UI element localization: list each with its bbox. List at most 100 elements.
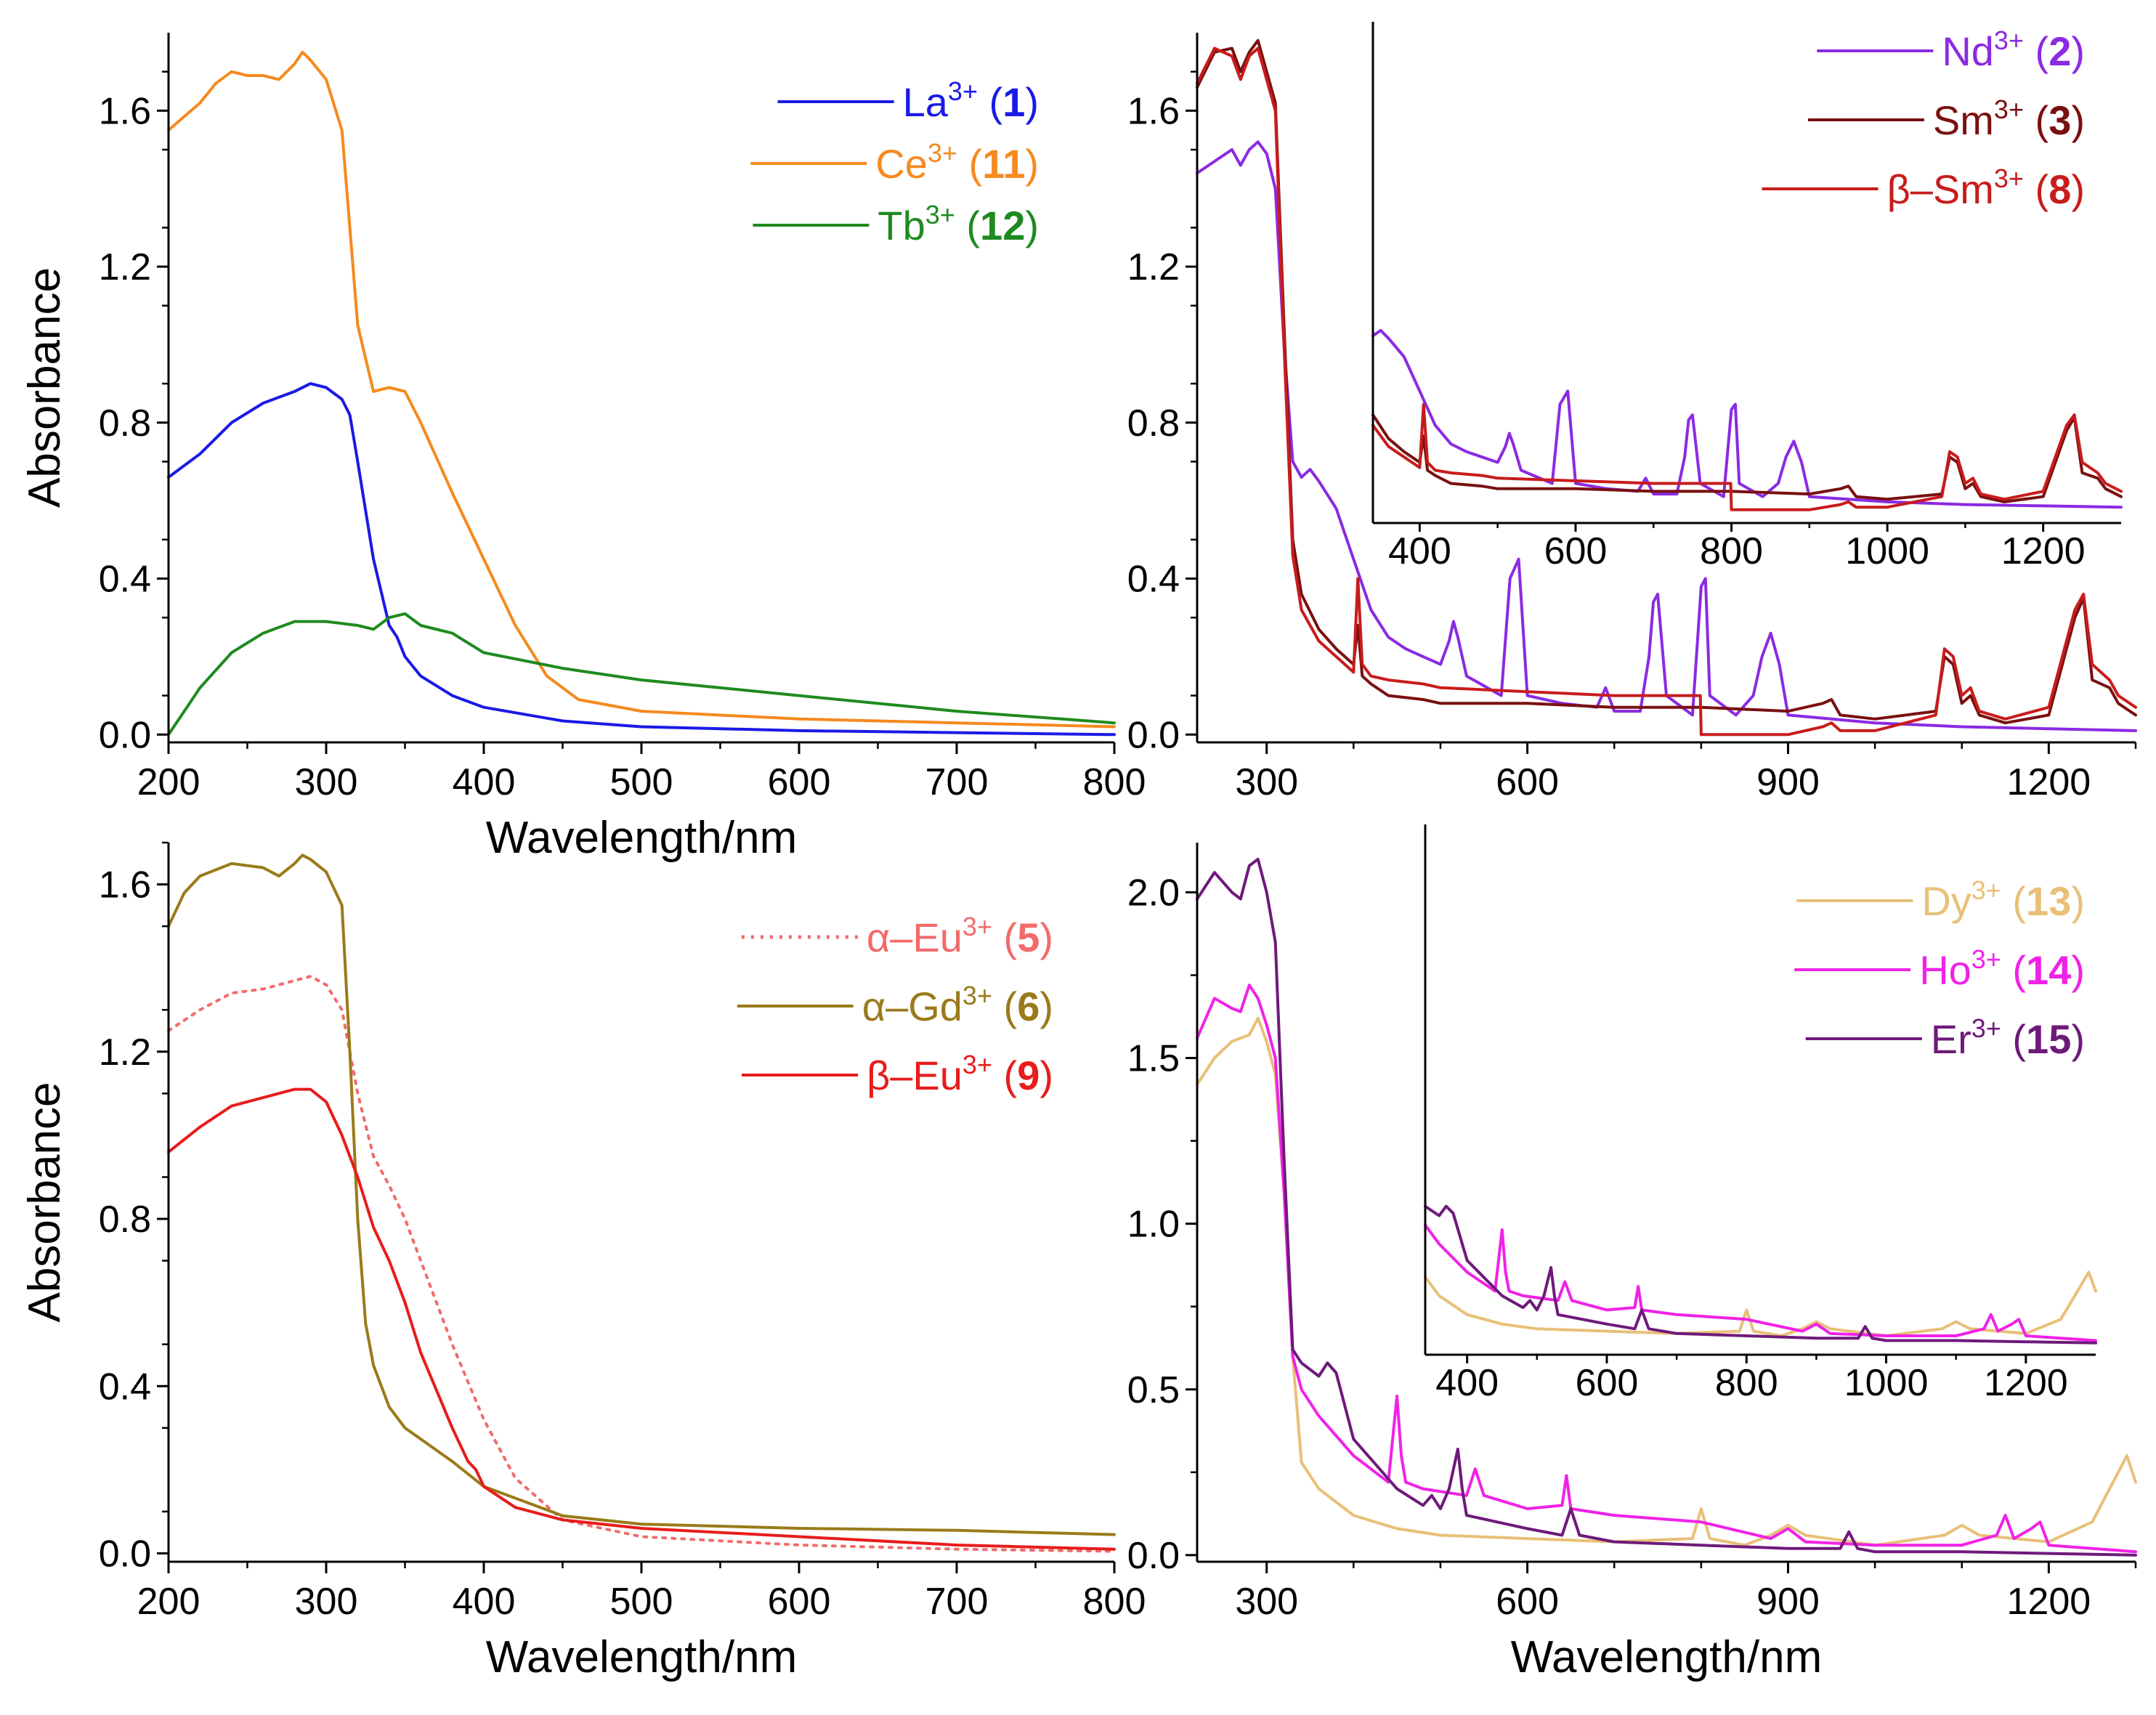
series-line-sm-8: [1196, 46, 2137, 737]
inset-x-tick-label: 1200: [1984, 1362, 2068, 1404]
x-tick-label: 800: [1083, 1581, 1146, 1623]
x-tick-label: 600: [1496, 761, 1559, 803]
legend-label: La3+ (1): [903, 76, 1039, 125]
y-tick-label: 0.0: [99, 714, 151, 756]
inset-series-line-ho-14: [1424, 1223, 2097, 1342]
legend-label: β–Sm3+ (8): [1887, 163, 2085, 212]
series-line-eu-9: [167, 1087, 1116, 1551]
y-tick-label: 0.0: [1127, 1535, 1180, 1577]
x-tick-label: 700: [925, 1581, 989, 1623]
curves-bottom-left: [167, 854, 1116, 1553]
y-tick-label: 1.6: [99, 90, 151, 132]
x-tick-label: 500: [610, 761, 673, 803]
x-tick-label: 300: [295, 761, 358, 803]
x-axis-title: Wavelength/nm: [486, 1632, 797, 1682]
curves-bottom-right: [1196, 857, 2137, 1557]
y-tick-label: 1.5: [1127, 1038, 1180, 1080]
y-tick-label: 0.4: [1127, 559, 1180, 601]
x-tick-label: 200: [137, 1581, 200, 1623]
series-line-ho-14: [1196, 984, 2137, 1554]
x-tick-label: 300: [295, 1581, 358, 1623]
legend-label: α–Gd3+ (6): [862, 981, 1053, 1029]
legend-bottom-right: Dy3+ (13) Ho3+ (14) Er3+ (15): [1794, 875, 2085, 1062]
series-line-gd-6: [167, 854, 1116, 1536]
series-line-dy-13: [1196, 1016, 2137, 1547]
y-tick-label: 0.0: [99, 1533, 151, 1575]
series-line-la-1: [167, 382, 1116, 737]
inset-series-line-dy-13: [1424, 1270, 2097, 1337]
y-tick-label: 0.8: [99, 1199, 151, 1241]
series-line-ce-11: [167, 50, 1116, 729]
inset-series-line-er-15: [1424, 1204, 2097, 1345]
inset-x-tick-label: 1000: [1844, 1362, 1929, 1404]
inset-series-line-sm-3: [1371, 413, 2123, 503]
y-tick-label: 0.5: [1127, 1369, 1180, 1411]
y-axis-title: Absorbance: [20, 267, 70, 508]
y-tick-label: 0.8: [99, 402, 151, 445]
x-tick-label: 700: [925, 761, 989, 803]
legend-label: Ce3+ (11): [875, 138, 1039, 187]
legend-label: Ho3+ (14): [1919, 944, 2085, 993]
y-axis-title: Absorbance: [20, 1082, 70, 1323]
legend-label: β–Eu3+ (9): [867, 1050, 1053, 1098]
inset-bottom-right: 400 600 800 1000 1200: [1424, 824, 2097, 1404]
inset-x-tick-label: 600: [1576, 1362, 1639, 1404]
legend-label: Sm3+ (3): [1933, 94, 2085, 143]
y-tick-label: 1.6: [1127, 90, 1180, 132]
legend-bottom-left: α–Eu3+ (5) α–Gd3+ (6) β–Eu3+ (9): [737, 912, 1053, 1098]
curves-top-left: [167, 50, 1116, 737]
inset-x-tick-label: 400: [1388, 530, 1451, 572]
y-tick-label: 0.4: [99, 1366, 151, 1408]
x-tick-label: 500: [610, 1581, 673, 1623]
legend-label: Dy3+ (13): [1921, 875, 2085, 924]
x-tick-label: 800: [1083, 761, 1146, 803]
legend-label: α–Eu3+ (5): [867, 912, 1053, 960]
x-tick-label: 200: [137, 761, 200, 803]
legend-top-left: La3+ (1) Ce3+ (11) Tb3+ (12): [750, 76, 1039, 248]
inset-x-tick-label: 1200: [2001, 530, 2086, 572]
inset-series-line-sm-8: [1371, 402, 2123, 511]
series-line-nd-2: [1196, 140, 2137, 732]
y-tick-label: 1.6: [99, 864, 151, 907]
series-line-eu-5: [167, 975, 1116, 1553]
panel-top-left: 200 300 400 500 600 700 800 0.0 0.4 0.8 1.2 1.6 Abso…: [20, 33, 1146, 863]
panel-top-right: 300 600 900 1200 0.0 0.4 0.8 1.2 1.6 400 600 800 100…: [1127, 22, 2137, 803]
inset-x-tick-label: 400: [1435, 1362, 1499, 1404]
legend-label: Er3+ (15): [1931, 1013, 2085, 1062]
panel-bottom-left: 200 300 400 500 600 700 800 0.0 0.4 0.8 1.2 1.6 Abso…: [20, 841, 1146, 1682]
x-tick-label: 600: [768, 761, 831, 803]
inset-x-tick-label: 800: [1700, 530, 1763, 572]
y-tick-label: 1.0: [1127, 1204, 1180, 1246]
x-tick-label: 900: [1756, 1581, 1820, 1623]
inset-x-tick-label: 600: [1544, 530, 1608, 572]
y-tick-label: 1.2: [99, 246, 151, 288]
x-tick-label: 400: [453, 1581, 516, 1623]
y-tick-label: 1.2: [99, 1031, 151, 1074]
legend-label: Tb3+ (12): [878, 200, 1039, 248]
x-tick-label: 1200: [2007, 1581, 2091, 1623]
inset-x-tick-label: 800: [1715, 1362, 1778, 1404]
legend-label: Nd3+ (2): [1942, 25, 2085, 74]
legend-top-right: Nd3+ (2) Sm3+ (3) β–Sm3+ (8): [1762, 25, 2085, 212]
y-tick-label: 0.4: [99, 559, 151, 601]
x-tick-label: 300: [1235, 761, 1298, 803]
series-line-er-15: [1196, 857, 2137, 1557]
x-axis-title: Wavelength/nm: [486, 813, 797, 863]
x-tick-label: 600: [768, 1581, 831, 1623]
x-tick-label: 900: [1756, 761, 1820, 803]
y-tick-label: 2.0: [1127, 872, 1180, 914]
x-tick-label: 400: [453, 761, 516, 803]
x-axis-title: Wavelength/nm: [1511, 1632, 1822, 1682]
inset-series-line-nd-2: [1371, 328, 2123, 509]
curves-top-right: [1196, 38, 2137, 737]
series-line-sm-3: [1196, 38, 2137, 725]
x-tick-label: 600: [1496, 1581, 1559, 1623]
y-tick-label: 0.0: [1127, 714, 1180, 756]
y-tick-label: 1.2: [1127, 246, 1180, 288]
inset-top-right: 400 600 800 1000 1200: [1371, 22, 2123, 572]
x-tick-label: 300: [1235, 1581, 1298, 1623]
inset-x-tick-label: 1000: [1845, 530, 1929, 572]
series-line-tb-12: [167, 612, 1116, 737]
y-tick-label: 0.8: [1127, 402, 1180, 445]
